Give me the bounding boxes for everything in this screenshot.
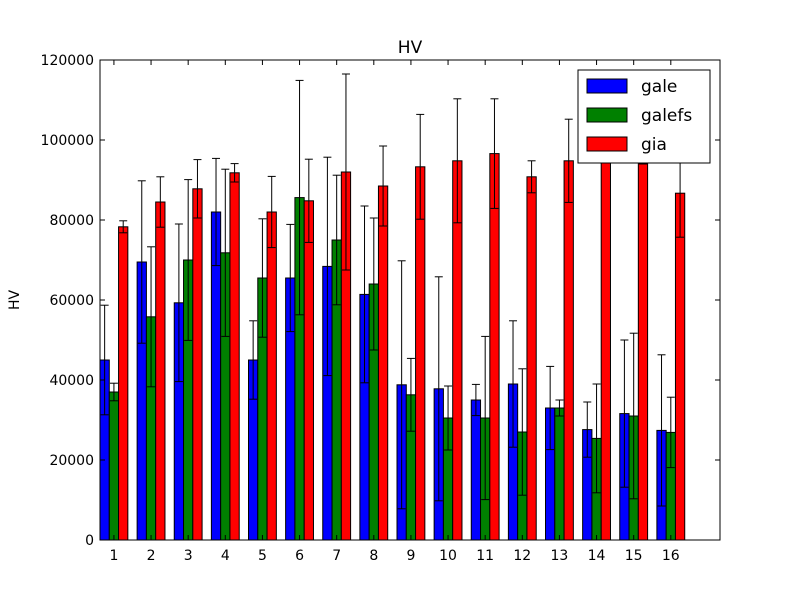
- bar-gia-4: [229, 172, 240, 541]
- error-bar-gale-14: [583, 401, 592, 458]
- error-bar-gale-7: [323, 156, 332, 377]
- error-bar-galefs-6: [295, 79, 304, 316]
- error-bar-gia-8: [379, 145, 388, 227]
- error-bar-gia-11: [490, 98, 499, 209]
- error-bar-gale-1: [100, 304, 109, 416]
- error-bar-gia-13: [564, 118, 573, 203]
- bar-gia-5: [266, 211, 277, 541]
- error-bar-galefs-7: [332, 174, 341, 306]
- y-tick-label: 60000: [49, 293, 94, 309]
- error-bar-gale-12: [509, 320, 518, 448]
- bar-gia-9: [415, 166, 426, 541]
- error-bar-gia-9: [416, 113, 425, 220]
- y-tick-label: 100000: [41, 133, 94, 149]
- error-bar-gale-16: [657, 354, 666, 507]
- legend-swatch-galefs: [586, 107, 628, 123]
- error-bar-galefs-9: [406, 357, 415, 432]
- error-bar-gia-3: [193, 159, 202, 219]
- bar-gia-1: [118, 226, 129, 541]
- error-bar-galefs-4: [221, 168, 230, 337]
- y-tick-label: 80000: [49, 213, 94, 229]
- error-bar-gale-8: [360, 205, 369, 384]
- error-bar-galefs-3: [184, 179, 193, 341]
- x-tick-label: 16: [662, 548, 680, 564]
- error-bar-gale-2: [137, 180, 146, 344]
- error-bar-galefs-2: [147, 246, 156, 388]
- x-tick-label: 10: [439, 548, 457, 564]
- error-bar-gia-5: [267, 175, 276, 249]
- error-bar-gia-1: [119, 220, 128, 234]
- legend: gale galefs gia: [577, 69, 711, 164]
- bar-gia-16: [674, 192, 686, 541]
- legend-label-gale: gale: [641, 77, 677, 97]
- y-tick-label: 40000: [49, 373, 94, 389]
- bar-gia-2: [155, 201, 166, 541]
- error-bar-galefs-12: [518, 368, 527, 496]
- x-tick-label: 9: [406, 548, 415, 564]
- bar-galefs-1: [108, 391, 120, 541]
- x-tick-label: 13: [551, 548, 569, 564]
- error-bar-gale-10: [434, 276, 443, 502]
- error-bar-gale-9: [397, 260, 406, 510]
- x-tick-label: 15: [625, 548, 643, 564]
- x-tick-label: 6: [295, 548, 304, 564]
- x-tick-label: 1: [109, 548, 118, 564]
- x-tick-label: 4: [221, 548, 230, 564]
- bar-gia-11: [489, 153, 500, 541]
- x-tick-label: 3: [184, 548, 193, 564]
- x-tick-label: 11: [476, 548, 494, 564]
- x-tick-label: 5: [258, 548, 267, 564]
- error-bar-gale-3: [174, 223, 183, 383]
- error-bar-gale-6: [286, 223, 295, 333]
- legend-label-gia: gia: [641, 135, 667, 155]
- error-bar-galefs-10: [444, 385, 453, 451]
- bar-gia-14: [600, 139, 611, 541]
- bar-gia-15: [637, 139, 649, 541]
- error-bar-galefs-16: [666, 396, 675, 469]
- error-bar-gia-10: [453, 98, 462, 224]
- error-bar-gia-12: [527, 160, 536, 194]
- error-bar-galefs-8: [369, 217, 378, 351]
- bar-gia-13: [563, 160, 574, 541]
- error-bar-galefs-15: [629, 332, 638, 500]
- bar-gia-3: [192, 188, 203, 541]
- legend-label-galefs: galefs: [641, 106, 692, 126]
- error-bar-gia-4: [230, 163, 239, 183]
- error-bar-gale-11: [471, 383, 480, 417]
- bar-gia-6: [303, 200, 314, 541]
- error-bar-gale-4: [212, 157, 221, 267]
- error-bar-gale-15: [620, 339, 629, 488]
- error-bar-gale-13: [546, 365, 555, 451]
- error-bar-galefs-14: [592, 383, 601, 494]
- bar-gale-11: [470, 399, 482, 541]
- y-tick-label: 20000: [49, 453, 94, 469]
- legend-swatch-gale: [586, 78, 628, 94]
- error-bar-galefs-5: [258, 218, 267, 338]
- error-bar-gia-6: [304, 158, 313, 243]
- y-axis-label: HV: [7, 290, 23, 311]
- chart-title: HV: [398, 38, 423, 58]
- error-bar-galefs-11: [481, 335, 490, 501]
- x-tick-label: 7: [332, 548, 341, 564]
- error-bar-gia-7: [341, 73, 350, 271]
- error-bar-gale-5: [249, 320, 258, 400]
- bar-gia-8: [377, 185, 389, 541]
- error-bar-gia-2: [156, 176, 165, 228]
- legend-swatch-gia: [586, 136, 628, 152]
- x-tick-label: 8: [369, 548, 378, 564]
- x-tick-label: 14: [588, 548, 606, 564]
- error-bar-galefs-1: [109, 382, 118, 402]
- y-tick-label: 0: [85, 533, 94, 549]
- bar-galefs-13: [554, 407, 565, 541]
- bar-gia-12: [526, 176, 537, 541]
- x-tick-label: 2: [147, 548, 156, 564]
- x-tick-label: 12: [513, 548, 531, 564]
- y-tick-label: 120000: [41, 53, 94, 69]
- error-bar-galefs-13: [555, 399, 564, 417]
